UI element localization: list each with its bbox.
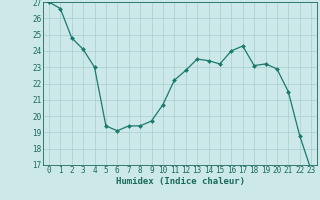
X-axis label: Humidex (Indice chaleur): Humidex (Indice chaleur)	[116, 177, 244, 186]
